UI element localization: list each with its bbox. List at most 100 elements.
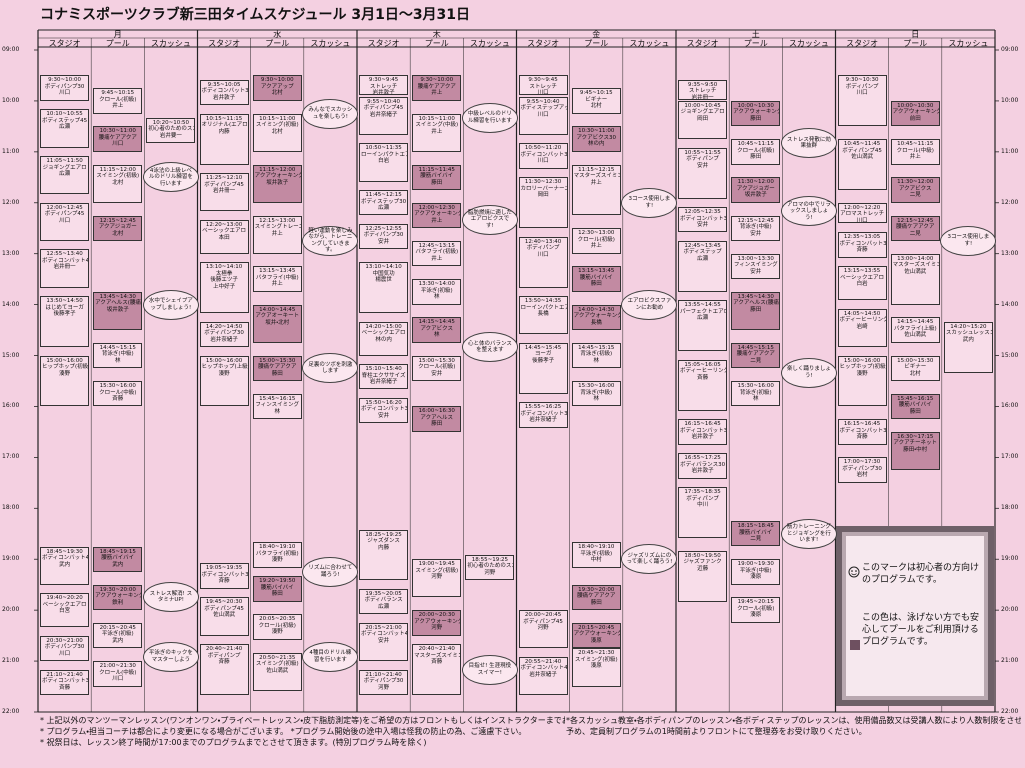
- lesson-line: 北村: [271, 90, 283, 97]
- lesson: 13:15~13:45 バタフライ(中級) 井上: [252, 266, 302, 292]
- lesson-line: 安井: [378, 637, 390, 644]
- lesson-line: アロマストレッチ: [840, 211, 885, 218]
- lesson-line: ボディパンプ: [207, 652, 241, 659]
- hour-label: 15:00: [1001, 351, 1019, 359]
- lesson: 10:45~11:15 クロール(初級) 藤田: [731, 139, 781, 165]
- lesson-line: 岩井冊一: [213, 188, 236, 195]
- lesson-line: 13:55~14:55: [684, 302, 721, 309]
- lesson-line: 16:00~16:30: [418, 408, 455, 415]
- lesson-line: ボディパンプ30: [363, 232, 404, 239]
- lesson-line: 前田: [909, 115, 921, 122]
- lesson: 13:50~14:35ローインパクトエアロ長橋: [518, 296, 568, 335]
- lesson-line: クロール(初級): [737, 147, 775, 154]
- lesson: 14:20~14:50 ボディパンプ30 岩井奈緒子: [199, 321, 249, 348]
- hour-label: 22:00: [1001, 708, 1019, 715]
- lesson-line: 林: [433, 332, 440, 339]
- lesson-line: 15:10~15:40: [365, 366, 402, 373]
- lesson-line: 岩崎: [856, 323, 868, 330]
- lesson-line: ボディコンバット30: [361, 406, 409, 413]
- lesson-line: 藤田: [590, 599, 602, 606]
- lesson-line: クロール(中級): [99, 669, 137, 676]
- lesson-line: アクアウォーキング: [95, 593, 143, 600]
- lesson-line: 9:35~10:05: [207, 81, 241, 88]
- lesson-line: 武内: [112, 637, 124, 644]
- lesson-line: 脊柱エクササイズ: [361, 372, 406, 379]
- lesson: 13:15~13:55 ベーシックエアロ 白岩: [837, 266, 887, 301]
- lesson-line: 初心者のためのスカッシュ教室: [148, 126, 194, 133]
- lesson-line: 川口: [59, 90, 71, 97]
- comment-bubble: 中級レベルのドリル練習を行います: [461, 102, 518, 133]
- lesson-line: アクアチーネット: [893, 440, 938, 447]
- lesson-line: 斉藤: [431, 659, 443, 666]
- lesson-line: 15:30~16:00: [99, 383, 136, 389]
- lesson-line: 安井: [697, 222, 709, 228]
- lesson: 14:15~14:45 アクアビクス林: [412, 317, 462, 343]
- lesson-line: 白岩: [378, 158, 390, 165]
- lesson-line: 11:30~12:30: [524, 179, 562, 186]
- lesson-line: 9:30~9:45: [528, 77, 558, 84]
- lesson: 11:15~12:15マスターズスイミング(初級)井上: [571, 164, 621, 216]
- lesson-line: 18:15~18:45: [737, 523, 774, 530]
- lesson-line: 井上: [431, 128, 443, 135]
- lesson-line: 腰痛ケアアクア: [98, 134, 137, 141]
- lesson-line: 坂井・北村: [265, 319, 290, 326]
- lesson-line: 斉藤: [697, 374, 709, 381]
- lesson: 12:45~13:15 バタフライ(初級) 井上: [412, 240, 462, 267]
- lesson-line: フィンスイミング: [733, 262, 778, 269]
- lesson: 15:55~16:25 ボディコンバット30 岩井奈緒子: [518, 402, 568, 428]
- lesson: 14:05~14:50 ボディーヒーリング 岩崎: [837, 308, 887, 348]
- lesson-line: ボディパンプ30: [44, 644, 85, 651]
- lesson-line: 河野: [431, 574, 443, 581]
- lesson-line: 13:15~13:45: [578, 268, 615, 275]
- lesson-line: フィンスイミング: [255, 402, 300, 409]
- lesson-line: 10:30~11:00: [99, 128, 136, 135]
- lesson-line: 佐山満武: [266, 667, 289, 674]
- lesson: 15:50~16:20 ボディコンバット30 安井: [359, 397, 409, 424]
- lesson: 15:00~16:00 ヒップホップ(上級) 湊野: [199, 355, 249, 407]
- footnote: * 祝祭日は、レッスン終了時間が17:00までのプログラムまでとさせて頂きます。…: [40, 738, 427, 747]
- lesson: 11:15~11:45 腰筋バイバイ 藤田: [412, 164, 462, 191]
- lesson-line: ボディパンプ30: [363, 678, 404, 685]
- room-header: プール: [584, 38, 609, 48]
- lesson-line: ボディステップアップ: [520, 105, 567, 112]
- lesson: 14:45~15:15 背泳ぎ(初級) 林: [571, 342, 621, 369]
- lesson-line: 11:30~12:00: [897, 179, 934, 186]
- lesson-line: 河野: [484, 569, 496, 576]
- lesson: 9:45~10:15 クロール(初級) 井上: [93, 88, 143, 114]
- lesson-line: アクアウォーキング: [573, 631, 621, 638]
- lesson-line: 腰痛ケアアクア: [736, 351, 775, 358]
- hour-label: 14:00: [1001, 300, 1019, 308]
- lesson-line: ボディパンプ45: [363, 105, 404, 112]
- lesson-line: マスターズスイミング(中級・上級): [892, 262, 939, 269]
- lesson-line: ベーシックエアロ: [42, 601, 87, 608]
- room-header: スカッシュ: [469, 38, 510, 48]
- lesson-line: ボディコンバット30: [201, 571, 249, 578]
- lesson-line: 中川: [697, 502, 709, 509]
- lesson-line: 井上: [590, 179, 602, 186]
- lesson-line: 井上: [431, 90, 443, 97]
- lesson-line: ボディステップ: [683, 249, 722, 256]
- hour-label: 10:00: [2, 96, 20, 104]
- lesson: 15:00~15:30 ビギナー 北村: [890, 355, 940, 381]
- lesson-line: アクアビクス: [420, 325, 454, 332]
- lesson-line: 背泳ぎ(初級): [580, 351, 613, 358]
- lesson-line: 12:05~12:35: [684, 209, 721, 215]
- lesson: 9:35~10:05 ボディコンバット30 岩井敦子: [199, 79, 249, 106]
- lesson: 20:30~21:00 ボディパンプ30 川口: [40, 635, 90, 662]
- lesson-line: 広瀬: [697, 315, 709, 322]
- lesson-line: 15:45~16:15: [259, 395, 296, 402]
- comment-bubble: ストレス解消! スタミナUP!: [142, 582, 199, 613]
- footnote: 予め、定員制プログラムの1時間前よりフロントにて整理券をお受け取りください。: [566, 727, 867, 736]
- lesson-line: 太極拳: [215, 270, 233, 277]
- lesson-line: 岩井敦子: [691, 468, 714, 475]
- lesson-line: クロール(初級): [258, 622, 296, 629]
- lesson: 12:00~12:30 アクアウォーキング 井上: [412, 202, 462, 229]
- lesson-line: 背泳ぎ(中級): [101, 351, 134, 358]
- lesson-line: ジャズダンス: [367, 538, 400, 545]
- lesson-line: 11:15~12:15: [578, 166, 615, 173]
- lesson-line: スイミング(初級): [255, 122, 299, 129]
- lesson-line: 21:10~21:40: [365, 671, 402, 678]
- day-header: 水: [273, 30, 282, 39]
